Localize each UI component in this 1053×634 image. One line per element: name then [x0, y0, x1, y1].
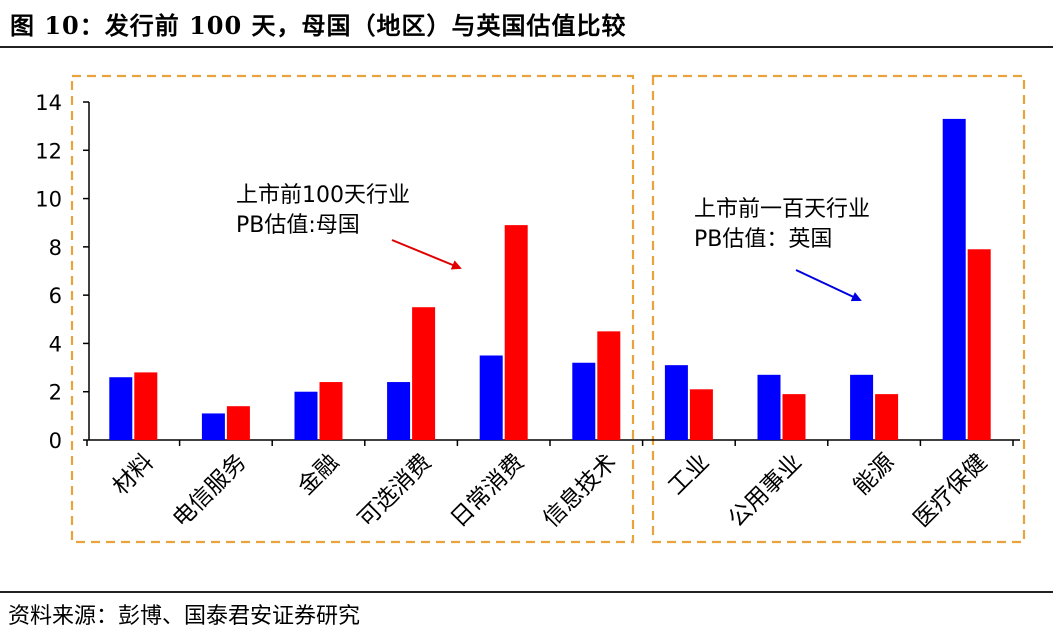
group-box-2 — [651, 74, 1026, 544]
bar-series1-1 — [109, 377, 133, 440]
bar-series2-4 — [412, 307, 436, 440]
group-box-1 — [70, 74, 635, 544]
y-tick-label: 4 — [49, 332, 62, 356]
annotation-text-1: 上市前100天行业 — [236, 183, 410, 208]
x-category-label: 信息技术 — [538, 449, 621, 532]
bar-series2-5 — [504, 225, 528, 440]
x-category-label: 日常消费 — [446, 449, 529, 532]
annotation-text-2: PB估值：英国 — [694, 227, 832, 252]
x-category-label: 电信服务 — [168, 449, 251, 532]
y-tick-label: 0 — [49, 429, 62, 453]
y-tick-label: 14 — [35, 91, 62, 115]
bar-series1-10 — [942, 118, 966, 441]
y-tick-label: 8 — [49, 236, 62, 260]
y-tick-label: 6 — [49, 284, 62, 308]
bar-series1-4 — [387, 382, 411, 440]
annotation-arrow-1 — [391, 239, 462, 270]
bottom-rule — [0, 591, 1053, 593]
y-tick-label: 12 — [35, 139, 62, 163]
bar-series1-2 — [201, 413, 225, 440]
bar-series1-8 — [757, 374, 781, 440]
bar-series2-3 — [319, 382, 343, 440]
x-category-label: 公用事业 — [724, 449, 807, 532]
bar-series2-6 — [597, 331, 621, 440]
bar-series2-8 — [782, 394, 806, 440]
top-rule — [0, 46, 1053, 48]
x-category-label: 能源 — [849, 449, 900, 500]
x-category-label: 可选消费 — [353, 449, 436, 532]
bar-series1-6 — [572, 362, 596, 440]
x-category-label: 材料 — [108, 449, 159, 500]
bar-series1-5 — [479, 355, 503, 440]
bar-series2-9 — [875, 394, 899, 440]
bar-series1-7 — [664, 365, 688, 440]
y-tick-label: 2 — [49, 381, 62, 405]
bar-series2-10 — [967, 249, 991, 440]
bar-series2-7 — [689, 389, 713, 440]
bar-series1-9 — [850, 374, 874, 440]
annotation-arrow-2 — [795, 269, 862, 302]
y-tick-label: 10 — [35, 188, 62, 212]
annotation-text-1: PB估值:母国 — [236, 213, 360, 238]
x-category-label: 金融 — [293, 449, 344, 500]
figure-source: 资料来源：彭博、国泰君安证券研究 — [8, 604, 361, 629]
annotation-text-2: 上市前一百天行业 — [694, 197, 870, 222]
x-category-label: 工业 — [664, 449, 715, 500]
bar-series2-1 — [134, 372, 158, 440]
figure-title: 图 10：发行前 100 天，母国（地区）与英国估值比较 — [10, 11, 627, 40]
x-category-label: 医疗保健 — [909, 449, 992, 532]
bar-series2-2 — [226, 406, 250, 440]
bar-series1-3 — [294, 391, 318, 440]
